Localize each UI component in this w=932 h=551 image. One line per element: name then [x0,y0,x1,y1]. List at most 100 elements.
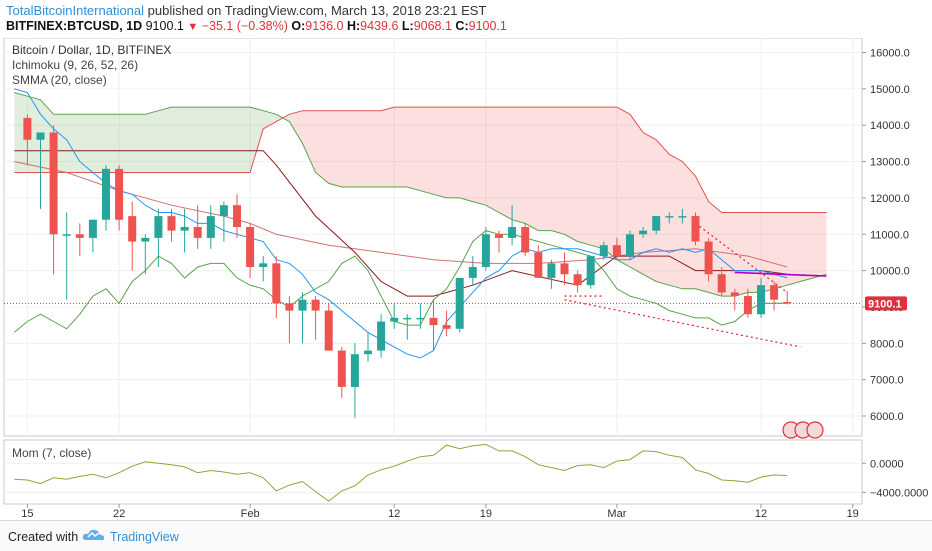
candle-up [508,227,517,238]
candle-down [743,296,752,315]
momentum-pane[interactable]: 0.0000 −4000.0000 Mom (7, close) [3,439,928,505]
candle-down [495,234,503,238]
candle-down [49,132,58,235]
price-badge: 9100.1 [865,296,907,311]
price-tick-label: 12000.0 [870,193,910,205]
senkou-span-b-line [14,106,827,213]
close-label: C: [455,19,469,33]
symbol-label: BITFINEX:BTCUSD, 1D [6,19,143,33]
time-tick-label: 15 [21,508,33,520]
time-tick-label: 19 [480,508,492,520]
time-tick-label: Feb [241,508,260,520]
candle-up [154,216,163,238]
smma-line [14,161,788,268]
chart-title: Bitcoin / Dollar, 1D, BITFINEX [12,43,171,57]
chart-canvas[interactable]: 16000.0 15000.0 14000.0 13000.0 12000.0 11000… [0,38,932,520]
tradingview-cloud-icon [82,529,105,541]
senkou-span-a-line [14,92,827,297]
close-value: 9100.1 [468,19,507,33]
candle-up [757,285,765,315]
watermark-icons [782,421,824,439]
candle-up [364,350,372,355]
candle-down [246,227,255,267]
candle-down [285,303,294,311]
candle-up [36,132,45,140]
candle-down [115,168,124,220]
high-value: 9439.6 [360,19,399,33]
tenkan-sen-line [14,88,788,359]
price-pane-border [3,38,863,437]
candle-up [652,216,661,231]
published-text: published on TradingView.com, March 13, … [147,3,487,18]
created-with-label: Created with [8,530,79,544]
price-change: −35.1 (−0.38%) [201,19,288,33]
time-tick-label: 12 [755,508,767,520]
momentum-axis[interactable]: 0.0000 −4000.0000 [862,458,928,499]
candle-up [455,277,464,329]
price-pane[interactable]: 16000.0 15000.0 14000.0 13000.0 12000.0 11000… [3,38,910,439]
price-tick-label: 6000.0 [870,411,904,423]
high-label: H: [346,19,361,33]
kijun-sen-line [14,150,788,297]
candle-down [730,292,739,297]
price-tick-label: 11000.0 [870,229,909,241]
time-axis[interactable]: 15 22 Feb 12 19 Mar 12 19 [4,503,862,520]
time-tick-label: 22 [113,508,125,520]
candle-up [141,237,150,242]
price-tick-label: 13000.0 [870,157,910,169]
smma-legend[interactable]: SMMA (20, close) [12,73,107,87]
candle-up [180,227,189,231]
candle-down [272,263,281,304]
candle-down [573,274,582,286]
author-link[interactable]: TotalBitcoinInternational [6,3,145,18]
resistance-trendline [695,222,788,293]
last-price: 9100.1 [145,19,184,33]
candle-down [233,205,241,228]
price-axis[interactable]: 16000.0 15000.0 14000.0 13000.0 12000.0 11000… [862,48,910,423]
tradingview-link[interactable]: TradingView [110,530,179,544]
price-tick-label: 14000.0 [870,120,910,132]
indicator-lines [13,88,827,359]
ichimoku-legend[interactable]: Ichimoku (9, 26, 52, 26) [12,58,138,72]
candle-up [62,234,71,236]
chikou-span-line [13,230,788,333]
magenta-level-line [734,271,827,277]
price-badge-text: 9100.1 [868,298,902,310]
candle-up [599,245,608,257]
candle-down [534,252,543,278]
price-tick-label: 16000.0 [870,48,910,60]
candle-down [521,227,530,253]
candle-up [678,216,687,218]
candle-down [704,241,713,275]
momentum-pane-border [3,439,863,505]
momentum-legend[interactable]: Mom (7, close) [12,446,91,460]
candle-up [586,256,595,286]
time-tick-label: Mar [607,508,626,520]
candle-up [390,317,399,322]
candle-down [337,350,346,387]
candle-up [639,230,648,235]
publish-line: TotalBitcoinInternational published on T… [6,3,486,18]
candle-down [783,302,792,304]
candle-down [429,317,438,326]
candle-up [626,234,634,257]
low-label: L: [401,19,414,33]
candle-up [102,168,110,220]
candle-up [481,234,490,267]
price-badge-bg [865,296,907,311]
price-tick-label: 7000.0 [870,375,904,387]
candle-up [219,205,228,217]
candle-down [128,216,137,242]
bearish-cloud [289,107,827,297]
time-tick-label: 19 [847,508,859,520]
candlestick-series [23,114,792,418]
momentum-grid [4,462,862,493]
momentum-series-line [14,443,788,502]
momentum-tick-label: −4000.0000 [870,487,928,499]
bullish-cloud [14,92,290,173]
open-label: O: [291,19,306,33]
candle-up [259,263,268,267]
candle-up [468,266,477,278]
candle-up [403,317,412,320]
price-tick-label: 8000.0 [870,338,904,350]
